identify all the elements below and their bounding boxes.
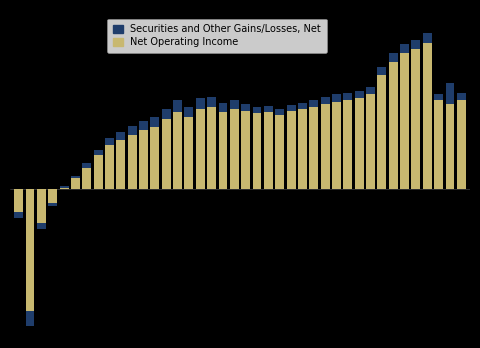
- Bar: [71, 176, 80, 178]
- Bar: [332, 102, 341, 189]
- Bar: [355, 91, 363, 98]
- Bar: [332, 94, 341, 102]
- Bar: [264, 112, 273, 189]
- Bar: [14, 212, 23, 218]
- Bar: [276, 110, 284, 115]
- Bar: [298, 110, 307, 189]
- Bar: [48, 189, 57, 203]
- Bar: [128, 135, 137, 189]
- Bar: [150, 127, 159, 189]
- Bar: [184, 117, 193, 189]
- Bar: [423, 44, 432, 189]
- Bar: [173, 100, 182, 112]
- Bar: [377, 67, 386, 75]
- Bar: [411, 49, 420, 189]
- Bar: [276, 115, 284, 189]
- Bar: [207, 107, 216, 189]
- Bar: [343, 93, 352, 100]
- Bar: [423, 33, 432, 44]
- Bar: [117, 140, 125, 189]
- Bar: [218, 103, 228, 112]
- Bar: [196, 98, 204, 110]
- Bar: [309, 100, 318, 107]
- Bar: [241, 104, 250, 111]
- Bar: [37, 223, 46, 229]
- Bar: [411, 40, 420, 49]
- Bar: [230, 110, 239, 189]
- Bar: [287, 105, 296, 111]
- Bar: [83, 168, 91, 189]
- Bar: [389, 53, 397, 62]
- Bar: [207, 96, 216, 107]
- Bar: [445, 104, 455, 189]
- Bar: [321, 96, 330, 104]
- Bar: [71, 178, 80, 189]
- Bar: [83, 163, 91, 168]
- Bar: [139, 130, 148, 189]
- Bar: [321, 104, 330, 189]
- Bar: [37, 189, 46, 223]
- Bar: [14, 189, 23, 212]
- Bar: [94, 155, 103, 189]
- Bar: [389, 62, 397, 189]
- Bar: [196, 110, 204, 189]
- Bar: [400, 53, 409, 189]
- Bar: [252, 107, 262, 113]
- Bar: [48, 203, 57, 206]
- Bar: [343, 100, 352, 189]
- Bar: [230, 100, 239, 110]
- Bar: [309, 107, 318, 189]
- Bar: [60, 186, 69, 188]
- Bar: [400, 44, 409, 53]
- Bar: [105, 145, 114, 189]
- Bar: [377, 75, 386, 189]
- Bar: [457, 93, 466, 100]
- Bar: [264, 106, 273, 112]
- Bar: [287, 111, 296, 189]
- Bar: [162, 109, 171, 119]
- Bar: [434, 94, 443, 100]
- Bar: [173, 112, 182, 189]
- Bar: [366, 87, 375, 94]
- Bar: [366, 94, 375, 189]
- Bar: [434, 100, 443, 189]
- Bar: [150, 117, 159, 127]
- Bar: [218, 112, 228, 189]
- Bar: [445, 83, 455, 104]
- Bar: [128, 126, 137, 135]
- Bar: [139, 121, 148, 130]
- Bar: [105, 138, 114, 145]
- Bar: [117, 132, 125, 140]
- Bar: [184, 107, 193, 117]
- Legend: Securities and Other Gains/Losses, Net, Net Operating Income: Securities and Other Gains/Losses, Net, …: [107, 18, 327, 53]
- Bar: [252, 113, 262, 189]
- Bar: [94, 150, 103, 155]
- Bar: [25, 189, 35, 311]
- Bar: [457, 100, 466, 189]
- Bar: [25, 311, 35, 326]
- Bar: [60, 188, 69, 189]
- Bar: [241, 111, 250, 189]
- Bar: [298, 103, 307, 110]
- Bar: [355, 98, 363, 189]
- Bar: [162, 119, 171, 189]
